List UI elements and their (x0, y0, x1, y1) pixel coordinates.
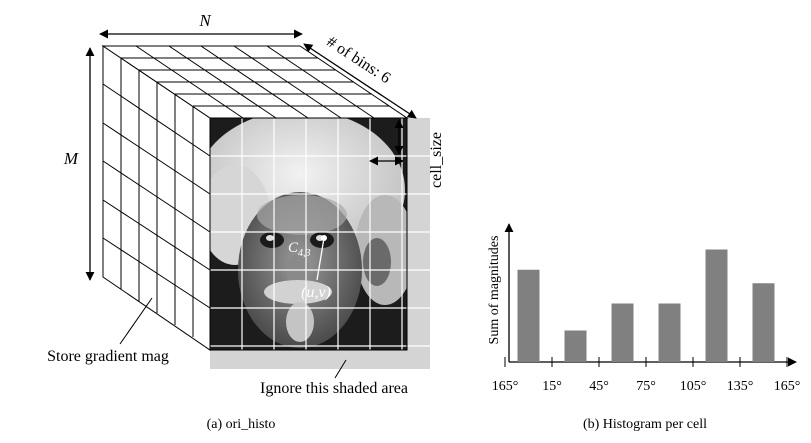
x-tick-label: 75° (636, 379, 656, 394)
store-pointer (119, 297, 153, 345)
ori-histo-diagram: N M # of bins: 6 cell_size C4,3 (u,v) St… (47, 11, 445, 432)
histogram-bar (564, 330, 587, 362)
cube-side-face (102, 45, 211, 351)
shaded-area-bottom (210, 350, 430, 369)
histogram-chart: Sum of magnitudes 165° 15° 45° 75° 105° 135° 1… (487, 223, 801, 432)
m-label: M (63, 149, 79, 168)
image-grid (210, 118, 430, 350)
x-tick-label: 45° (589, 379, 609, 394)
cell-point-leader (316, 237, 325, 281)
x-tick-label: 165° (492, 379, 519, 394)
caption-left: (a) ori_histo (207, 417, 276, 432)
histogram-bar (752, 283, 775, 362)
cell-size-label: cell_size (428, 132, 445, 188)
shaded-area-right (407, 118, 430, 369)
store-label: Store gradient mag (47, 348, 169, 365)
y-axis-label: Sum of magnitudes (487, 236, 502, 345)
x-tick-label: 165° (774, 379, 801, 394)
uv-label: (u,v) (301, 284, 331, 301)
histogram-bar (611, 303, 634, 362)
bins-dimension-arrow (303, 43, 417, 119)
n-label: N (198, 11, 212, 30)
histogram-bar (517, 269, 540, 362)
ignore-pointer (334, 359, 347, 379)
histogram-ticks: 165° 15° 45° 75° 105° 135° 165° (492, 357, 801, 394)
histogram-bar (705, 249, 728, 362)
histogram-bars (517, 249, 775, 362)
histogram-bar (658, 303, 681, 362)
x-tick-label: 105° (680, 379, 707, 394)
caption-right: (b) Histogram per cell (583, 417, 707, 432)
cell-point-label: C4,3 (288, 240, 311, 259)
x-tick-label: 135° (727, 379, 754, 394)
portrait-image (210, 118, 407, 350)
x-tick-label: 15° (542, 379, 562, 394)
ignore-label: Ignore this shaded area (260, 380, 408, 397)
